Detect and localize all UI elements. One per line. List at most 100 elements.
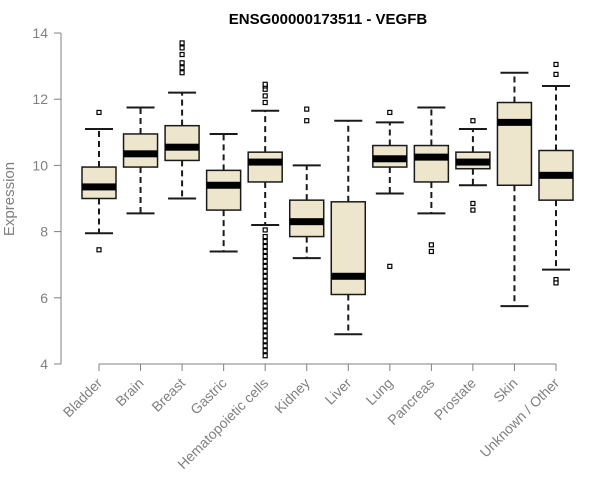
median-bar [165, 143, 200, 151]
iqr-box [205, 169, 242, 211]
chart-title: ENSG00000173511 - VEGFB [229, 11, 428, 28]
outlier-point [262, 227, 268, 233]
y-tick-label: 10 [32, 157, 48, 173]
median-bar [123, 150, 158, 158]
outlier-point [179, 51, 185, 58]
outlier-point [262, 268, 268, 274]
outlier-point [304, 106, 310, 112]
iqr-box [81, 166, 117, 200]
outlier-point [553, 61, 559, 68]
box-hematopoietic-cells [247, 81, 283, 359]
outlier-point [262, 248, 268, 255]
outlier-point [470, 200, 476, 207]
y-axis: 4 6 8 10 12 14 [32, 25, 62, 372]
box-pancreas [413, 106, 450, 255]
outlier-point [262, 238, 268, 245]
box-skin [496, 71, 533, 308]
y-axis-label: Expression [1, 162, 18, 236]
median-bar [497, 118, 532, 126]
y-tick-label: 8 [40, 224, 48, 240]
x-tick-label: Kidney [271, 375, 313, 417]
outlier-point [428, 242, 434, 248]
outlier-point [262, 303, 268, 309]
x-tick-label: Lung [363, 375, 396, 408]
outlier-point [262, 93, 268, 99]
x-tick-label: Liver [322, 375, 355, 408]
outlier-point [262, 233, 268, 240]
outlier-point [179, 70, 185, 76]
outlier-point [262, 313, 268, 319]
outlier-point [553, 71, 559, 77]
box-gastric [205, 132, 242, 253]
x-tick-label: Skin [490, 375, 521, 406]
outlier-point [262, 333, 268, 339]
median-bar [455, 158, 490, 166]
outlier-point [470, 207, 476, 213]
outlier-point [262, 293, 268, 299]
outlier-point [262, 283, 268, 289]
median-bar [206, 181, 241, 189]
box-unknown-other [538, 61, 574, 286]
outlier-point [262, 323, 268, 329]
y-tick-label: 12 [32, 91, 48, 107]
outlier-point [179, 45, 185, 51]
outlier-point [262, 243, 268, 250]
iqr-box [247, 151, 283, 183]
iqr-box [496, 101, 533, 187]
outlier-point [262, 318, 268, 324]
outlier-point [262, 338, 268, 344]
median-bar [289, 218, 324, 226]
boxes-group [81, 40, 574, 359]
box-breast [164, 40, 200, 200]
x-tick-label: Bladder [60, 375, 106, 421]
x-tick-label: Prostate [431, 375, 479, 423]
outlier-point [262, 253, 268, 260]
box-brain [122, 106, 159, 215]
median-bar [331, 272, 366, 280]
outlier-point [553, 280, 559, 286]
box-prostate [455, 118, 491, 213]
median-bar [372, 155, 407, 163]
outlier-point [387, 109, 393, 116]
outlier-point [262, 258, 268, 264]
median-bar [248, 158, 283, 166]
outlier-point [262, 288, 268, 294]
outlier-point [428, 248, 434, 255]
outlier-point [96, 247, 102, 253]
outlier-point [262, 328, 268, 334]
outlier-point [262, 273, 268, 279]
outlier-point [262, 348, 268, 354]
x-tick-label: Unknown / Other [477, 375, 563, 461]
outlier-point [262, 343, 268, 349]
box-lung [372, 109, 408, 269]
y-tick-label: 6 [40, 290, 48, 306]
outlier-point [262, 298, 268, 304]
median-bar [539, 171, 573, 179]
x-tick-label: Brain [112, 375, 146, 409]
outlier-point [96, 109, 102, 116]
y-tick-label: 14 [32, 25, 48, 41]
outlier-point [262, 263, 268, 269]
outlier-point [387, 263, 393, 269]
outlier-point [262, 353, 268, 359]
y-tick-label: 4 [40, 356, 48, 372]
box-kidney [288, 106, 325, 260]
box-bladder [81, 109, 117, 253]
outlier-point [179, 40, 185, 46]
median-bar [82, 183, 116, 191]
median-bar [414, 153, 449, 161]
outlier-point [470, 118, 476, 124]
box-liver [330, 119, 367, 336]
iqr-box [330, 201, 367, 296]
iqr-box [413, 144, 450, 183]
iqr-box [164, 124, 200, 162]
outlier-point [262, 81, 268, 87]
outlier-point [262, 99, 268, 106]
outlier-point [304, 118, 310, 124]
outlier-point [262, 308, 268, 314]
outlier-point [179, 60, 185, 66]
outlier-point [179, 65, 185, 71]
x-tick-label: Breast [148, 375, 188, 415]
